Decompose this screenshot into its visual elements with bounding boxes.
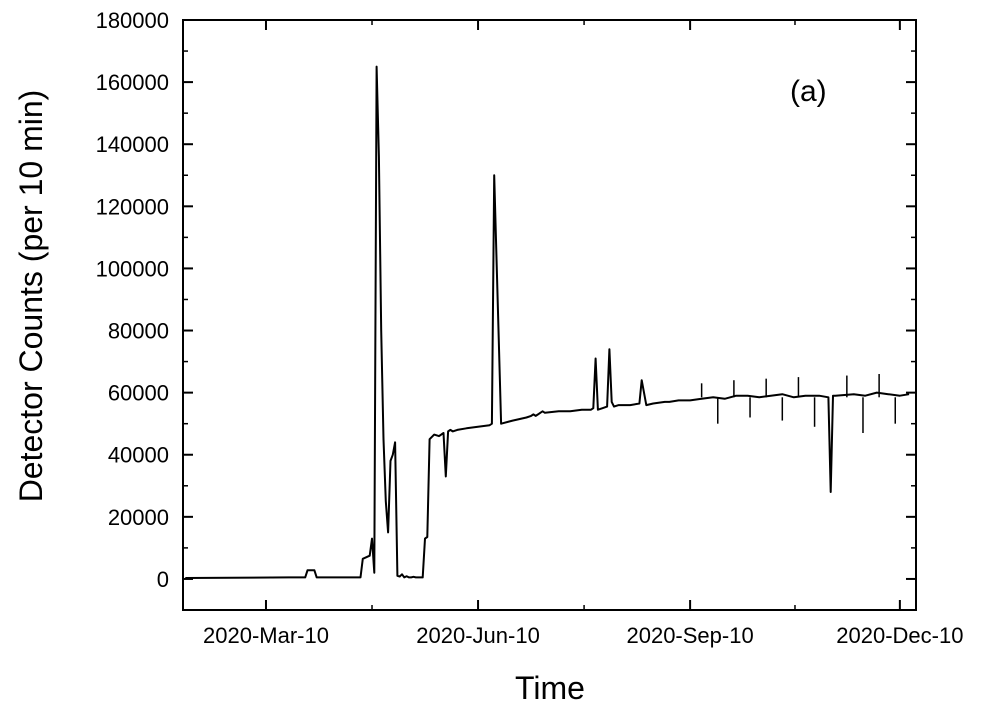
x-tick-label: 2020-Jun-10 — [416, 623, 540, 648]
data-series-line — [185, 65, 910, 579]
plot-frame — [182, 19, 917, 611]
y-tick-label: 140000 — [96, 132, 169, 157]
y-tick-label: 100000 — [96, 256, 169, 281]
axes: 0 20000 40000 60000 80000 100000 120000 140000 1… — [96, 8, 964, 648]
y-axis-title: Detector Counts (per 10 min) — [13, 90, 49, 503]
x-tick-label: 2020-Sep-10 — [626, 623, 753, 648]
y-tick-label: 0 — [157, 567, 169, 592]
y-tick-label: 120000 — [96, 194, 169, 219]
x-axis-title: Time — [515, 670, 585, 706]
y-tick-label: 60000 — [108, 381, 169, 406]
y-tick-label: 40000 — [108, 443, 169, 468]
y-tick-label: 80000 — [108, 319, 169, 344]
x-tick-label: 2020-Dec-10 — [836, 623, 963, 648]
y-tick-label: 160000 — [96, 70, 169, 95]
y-tick-label: 180000 — [96, 8, 169, 33]
panel-label: (a) — [790, 75, 827, 108]
x-tick-label: 2020-Mar-10 — [203, 623, 329, 648]
y-tick-label: 20000 — [108, 505, 169, 530]
plot-area — [185, 65, 910, 579]
